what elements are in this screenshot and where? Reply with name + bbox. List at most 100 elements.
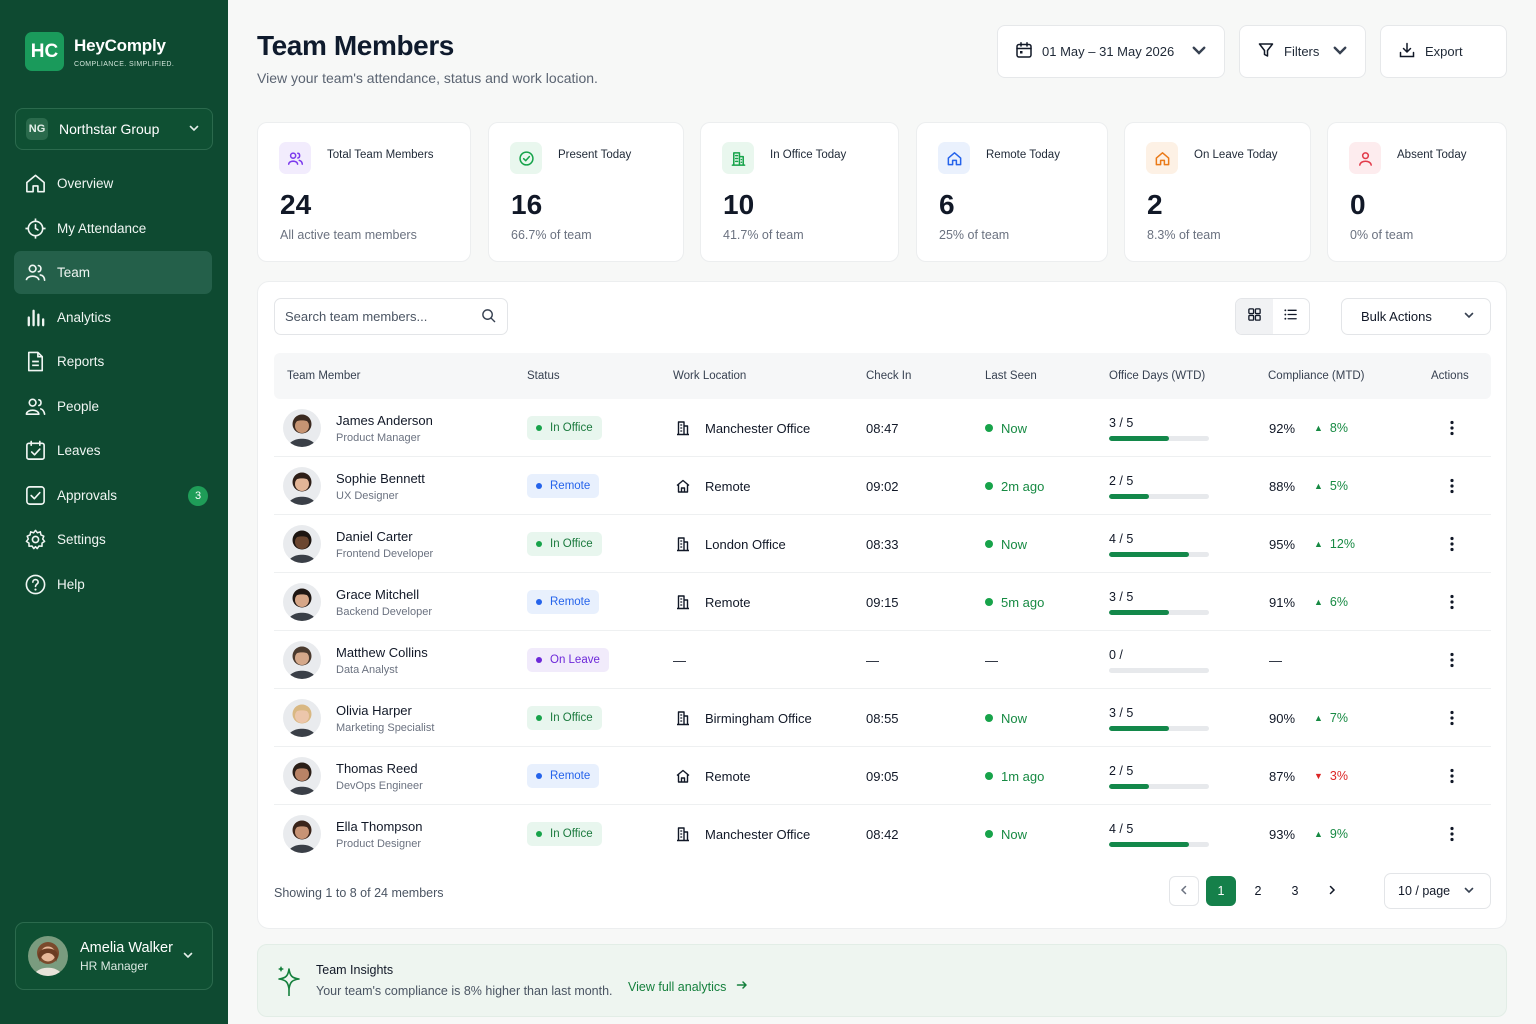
sidebar-item-settings[interactable]: Settings [14, 518, 212, 561]
users-icon [24, 261, 47, 284]
more-vertical-icon[interactable] [1444, 534, 1460, 554]
chevron-left-icon [1179, 884, 1189, 898]
sidebar-nav: Overview My Attendance Team Analytics Re… [14, 162, 212, 607]
sidebar-item-people[interactable]: People [14, 385, 212, 428]
member-name[interactable]: Daniel Carter [336, 529, 413, 544]
status-badge: Remote [527, 474, 600, 498]
org-badge: NG [26, 118, 48, 140]
more-vertical-icon[interactable] [1444, 592, 1460, 612]
member-name[interactable]: Grace Mitchell [336, 587, 420, 602]
stat-label: On Leave Today [1194, 149, 1278, 161]
avatar[interactable] [283, 409, 321, 447]
stat-value: 2 [1147, 189, 1163, 220]
table-row[interactable]: Grace Mitchell Backend Developer Remote … [274, 573, 1491, 631]
house-icon [675, 768, 691, 784]
bar-chart-icon [24, 306, 47, 329]
stat-card-absent-today[interactable]: Absent Today 0 0% of team [1327, 122, 1507, 262]
sidebar-item-analytics[interactable]: Analytics [14, 296, 212, 339]
column-header-actions[interactable]: Actions [1431, 370, 1469, 382]
triangle-up-icon: ▲ [1314, 713, 1323, 723]
compliance-delta: ▲ 8% [1314, 399, 1348, 457]
export-button[interactable]: Export [1380, 25, 1507, 78]
member-name[interactable]: Thomas Reed [336, 761, 418, 776]
search-box[interactable] [274, 298, 508, 335]
sidebar-item-reports[interactable]: Reports [14, 340, 212, 383]
org-switcher[interactable]: NG Northstar Group [15, 108, 213, 150]
column-header-team-member[interactable]: Team Member [287, 370, 361, 382]
bulk-actions-dropdown[interactable]: Bulk Actions [1341, 298, 1491, 335]
column-header-work-location[interactable]: Work Location [673, 370, 747, 382]
table-row[interactable]: Sophie Bennett UX Designer Remote Remote… [274, 457, 1491, 515]
page-1-button[interactable]: 1 [1206, 876, 1236, 906]
column-header-last-seen[interactable]: Last Seen [985, 370, 1037, 382]
avatar[interactable] [283, 641, 321, 679]
table-row[interactable]: Matthew Collins Data Analyst On Leave — … [274, 631, 1491, 689]
view-toggle [1235, 298, 1310, 335]
user-card[interactable]: Amelia Walker HR Manager [15, 922, 213, 990]
stat-card-remote-today[interactable]: Remote Today 6 25% of team [916, 122, 1108, 262]
last-seen-value: Now [1001, 536, 1028, 552]
more-vertical-icon[interactable] [1444, 824, 1460, 844]
search-icon[interactable] [481, 308, 507, 326]
compliance-value: 87% [1269, 768, 1296, 784]
compliance-delta: ▲ 9% [1314, 805, 1348, 863]
avatar[interactable] [283, 467, 321, 505]
member-name[interactable]: Olivia Harper [336, 703, 412, 718]
prev-page-button[interactable] [1169, 876, 1199, 906]
stat-card-on-leave-today[interactable]: On Leave Today 2 8.3% of team [1124, 122, 1311, 262]
user-role: HR Manager [80, 958, 149, 973]
view-analytics-link[interactable]: View full analytics [628, 979, 748, 994]
grid-view-button[interactable] [1236, 299, 1273, 334]
member-name[interactable]: James Anderson [336, 413, 433, 428]
member-name[interactable]: Sophie Bennett [336, 471, 425, 486]
search-input[interactable] [285, 309, 481, 324]
sidebar-item-approvals[interactable]: Approvals 3 [14, 474, 212, 517]
stat-card-present-today[interactable]: Present Today 16 66.7% of team [488, 122, 684, 262]
table-row[interactable]: James Anderson Product Manager In Office… [274, 399, 1491, 457]
avatar[interactable] [283, 757, 321, 795]
member-name[interactable]: Matthew Collins [336, 645, 428, 660]
more-vertical-icon[interactable] [1444, 708, 1460, 728]
stat-card-total-team-members[interactable]: Total Team Members 24 All active team me… [257, 122, 471, 262]
sidebar-item-overview[interactable]: Overview [14, 162, 212, 205]
more-vertical-icon[interactable] [1444, 766, 1460, 786]
avatar[interactable] [283, 815, 321, 853]
sidebar-item-label: Team [57, 265, 91, 280]
list-view-button[interactable] [1273, 299, 1310, 334]
column-header-check-in[interactable]: Check In [866, 370, 912, 382]
brand[interactable]: HC HeyComply COMPLIANCE. SIMPLIFIED. [25, 32, 174, 71]
people-icon [24, 395, 47, 418]
brand-name: HeyComply [74, 35, 166, 55]
table-row[interactable]: Ella Thompson Product Designer In Office… [274, 805, 1491, 863]
more-vertical-icon[interactable] [1444, 650, 1460, 670]
filters-button[interactable]: Filters [1239, 25, 1366, 78]
sidebar-item-leaves[interactable]: Leaves [14, 429, 212, 472]
more-vertical-icon[interactable] [1444, 476, 1460, 496]
table-row[interactable]: Daniel Carter Frontend Developer In Offi… [274, 515, 1491, 573]
status-badge: In Office [527, 706, 602, 730]
compliance-value: 95% [1269, 536, 1296, 552]
column-header-status[interactable]: Status [527, 370, 560, 382]
column-header-compliance-mtd[interactable]: Compliance (MTD) [1268, 370, 1365, 382]
page-2-button[interactable]: 2 [1243, 876, 1273, 906]
per-page-select[interactable]: 10 / page [1384, 873, 1491, 909]
avatar[interactable] [283, 525, 321, 563]
avatar[interactable] [283, 699, 321, 737]
stat-card-in-office-today[interactable]: In Office Today 10 41.7% of team [700, 122, 899, 262]
office-days-progress [1109, 436, 1209, 441]
page-3-button[interactable]: 3 [1280, 876, 1310, 906]
sidebar-item-my-attendance[interactable]: My Attendance [14, 207, 212, 250]
member-name[interactable]: Ella Thompson [336, 819, 423, 834]
sidebar-item-help[interactable]: Help [14, 563, 212, 606]
building-icon [722, 142, 754, 174]
date-range-picker[interactable]: 01 May – 31 May 2026 [997, 25, 1225, 78]
sidebar-item-team[interactable]: Team [14, 251, 212, 294]
status-badge: In Office [527, 532, 602, 556]
table-row[interactable]: Thomas Reed DevOps Engineer Remote Remot… [274, 747, 1491, 805]
view-analytics-label: View full analytics [628, 979, 727, 994]
next-page-button[interactable] [1317, 876, 1347, 906]
avatar[interactable] [283, 583, 321, 621]
table-row[interactable]: Olivia Harper Marketing Specialist In Of… [274, 689, 1491, 747]
column-header-office-days-wtd[interactable]: Office Days (WTD) [1109, 370, 1206, 382]
more-vertical-icon[interactable] [1444, 418, 1460, 438]
